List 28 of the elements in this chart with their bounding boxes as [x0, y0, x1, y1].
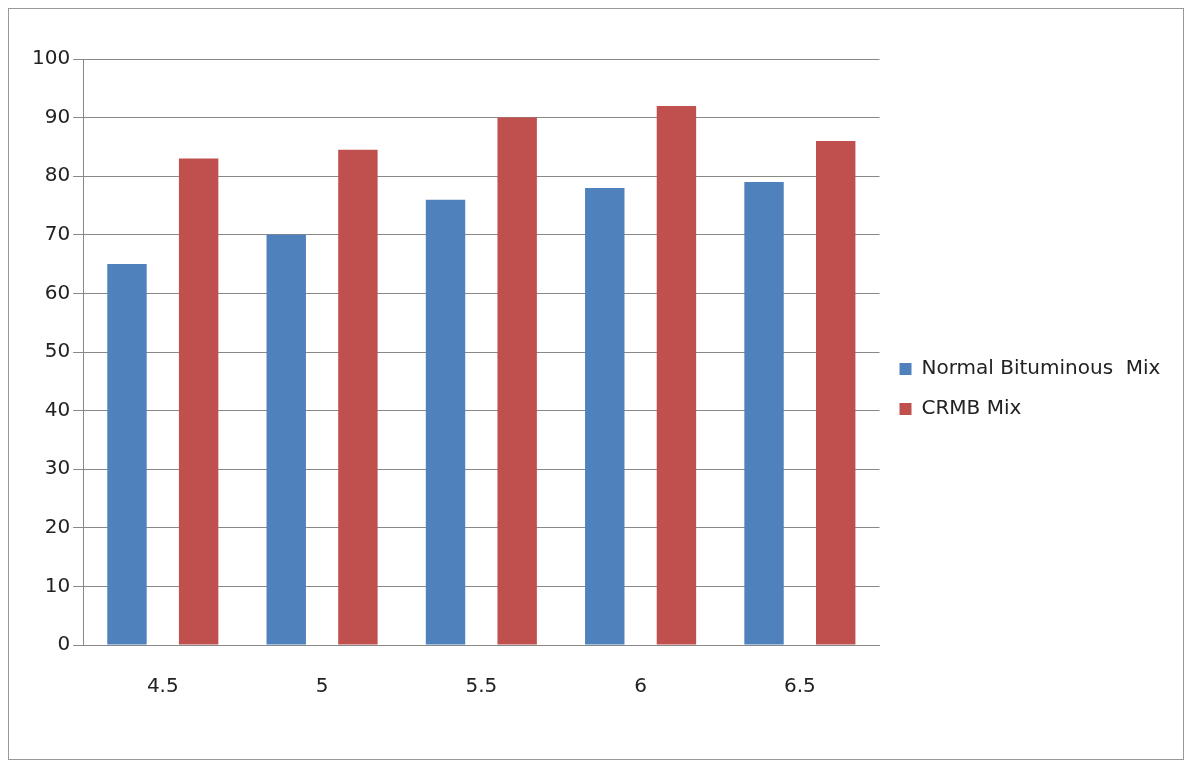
- y-tick-label: 60: [44, 279, 71, 304]
- bar: [107, 264, 147, 645]
- y-tick-label: 80: [44, 162, 71, 187]
- bar: [585, 187, 625, 645]
- y-tick-label: 90: [44, 103, 71, 128]
- x-tick-label: 5: [315, 673, 329, 698]
- x-tick-label: 6.5: [783, 673, 816, 698]
- y-tick-label: 40: [44, 396, 71, 421]
- bar: [425, 199, 466, 645]
- legend-label: CRMB Mix: [921, 395, 1022, 420]
- x-tick-label: 4.5: [146, 673, 179, 698]
- y-tick-label: 100: [31, 45, 71, 70]
- y-tick-label: 0: [57, 631, 71, 656]
- x-tick-label: 5.5: [465, 673, 498, 698]
- bar: [178, 158, 219, 645]
- y-tick-label: 50: [44, 338, 71, 363]
- y-tick-label: 20: [44, 514, 71, 538]
- x-tick-label: 6: [634, 673, 647, 698]
- bar: [656, 105, 697, 645]
- bar: [266, 234, 306, 645]
- bar: [815, 141, 856, 645]
- y-tick-label: 30: [44, 455, 71, 480]
- legend-label: Normal Bituminous Mix: [921, 355, 1161, 380]
- y-tick-label: 70: [44, 221, 71, 245]
- bar: [744, 182, 784, 645]
- bar: [497, 117, 537, 645]
- y-tick-label: 10: [44, 572, 71, 597]
- bar: [338, 149, 378, 645]
